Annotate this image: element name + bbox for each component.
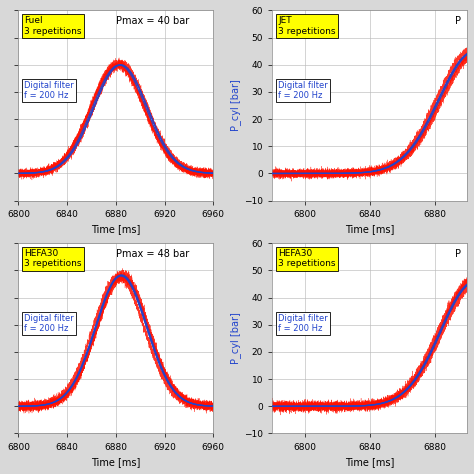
Y-axis label: P_cyl [bar]: P_cyl [bar] (230, 80, 241, 131)
X-axis label: Time [ms]: Time [ms] (345, 457, 394, 467)
X-axis label: Time [ms]: Time [ms] (91, 224, 141, 234)
Text: Digital filter
f = 200 Hz: Digital filter f = 200 Hz (278, 81, 328, 100)
Text: Fuel
3 repetitions: Fuel 3 repetitions (24, 16, 82, 36)
Text: HEFA30
3 repetitions: HEFA30 3 repetitions (278, 249, 336, 268)
Text: Pmax = 48 bar: Pmax = 48 bar (116, 249, 189, 259)
Text: Pmax = 40 bar: Pmax = 40 bar (116, 16, 189, 26)
Text: P: P (455, 16, 461, 26)
Text: Digital filter
f = 200 Hz: Digital filter f = 200 Hz (278, 314, 328, 333)
X-axis label: Time [ms]: Time [ms] (91, 457, 141, 467)
Text: HEFA30
3 repetitions: HEFA30 3 repetitions (24, 249, 82, 268)
Text: P: P (455, 249, 461, 259)
Text: Digital filter
f = 200 Hz: Digital filter f = 200 Hz (24, 314, 74, 333)
Text: JET
3 repetitions: JET 3 repetitions (278, 16, 336, 36)
Text: Digital filter
f = 200 Hz: Digital filter f = 200 Hz (24, 81, 74, 100)
Y-axis label: P_cyl [bar]: P_cyl [bar] (230, 312, 241, 365)
X-axis label: Time [ms]: Time [ms] (345, 224, 394, 234)
